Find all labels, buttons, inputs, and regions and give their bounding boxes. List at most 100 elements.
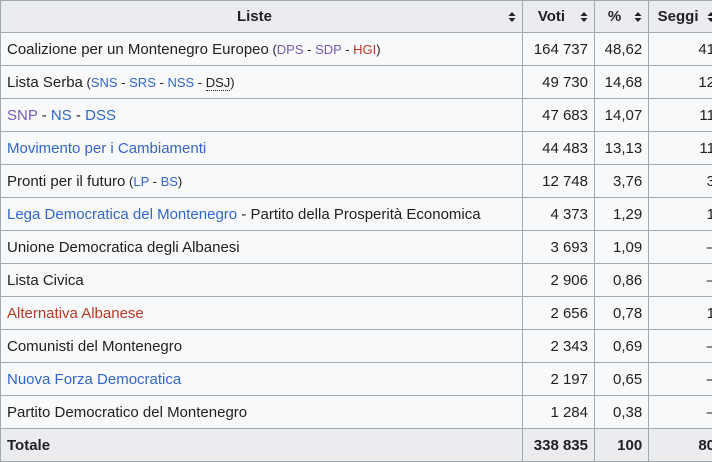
sort-icon[interactable] [580, 11, 588, 23]
seggi-cell: 12 [649, 66, 712, 99]
party-link[interactable]: SDP [315, 42, 342, 57]
party-link[interactable]: HGI [353, 42, 376, 57]
list-name-cell: Unione Democratica degli Albanesi [1, 231, 523, 264]
seggi-cell: 11 [649, 99, 712, 132]
party-link[interactable]: DPS [277, 42, 304, 57]
list-name-text: Unione Democratica degli Albanesi [7, 239, 240, 256]
total-voti: 338 835 [522, 429, 594, 462]
pct-cell: 0,38 [595, 396, 649, 429]
pct-cell: 13,13 [595, 132, 649, 165]
list-name-text: - [72, 107, 85, 124]
column-header-2[interactable]: % [595, 1, 649, 33]
column-header-3[interactable]: Seggi [649, 1, 712, 33]
seggi-cell: 11 [649, 132, 712, 165]
list-name-cell: Coalizione per un Montenegro Europeo (DP… [1, 33, 523, 66]
party-link[interactable]: LP [133, 174, 149, 189]
pct-cell: 14,68 [595, 66, 649, 99]
voti-cell: 3 693 [522, 231, 594, 264]
list-name-text: Lista Serba [7, 74, 83, 91]
list-name-cell: Lega Democratica del Montenegro - Partit… [1, 198, 523, 231]
voti-cell: 4 373 [522, 198, 594, 231]
pct-cell: 14,07 [595, 99, 649, 132]
total-seggi: 80 [649, 429, 712, 462]
voti-cell: 47 683 [522, 99, 594, 132]
list-name-text: - [38, 107, 51, 124]
list-link[interactable]: Nuova Forza Democratica [7, 371, 181, 388]
party-link[interactable]: DSJ [206, 75, 231, 91]
list-name-cell: Nuova Forza Democratica [1, 363, 523, 396]
list-name-cell: Comunisti del Montenegro [1, 330, 523, 363]
voti-cell: 2 906 [522, 264, 594, 297]
pct-cell: 3,76 [595, 165, 649, 198]
pct-cell: 1,29 [595, 198, 649, 231]
column-header-0[interactable]: Liste [1, 1, 523, 33]
column-header-label: Liste [237, 8, 272, 25]
party-link[interactable]: SRS [129, 75, 156, 90]
list-name-cell: Pronti per il futuro (LP - BS) [1, 165, 523, 198]
list-name-cell: Alternativa Albanese [1, 297, 523, 330]
list-link[interactable]: Alternativa Albanese [7, 305, 144, 322]
voti-cell: 2 197 [522, 363, 594, 396]
party-link[interactable]: NSS [167, 75, 194, 90]
party-link[interactable]: SNS [91, 75, 118, 90]
list-name-text: Lista Civica [7, 272, 84, 289]
list-name-text: Pronti per il futuro [7, 173, 125, 190]
pct-cell: 1,09 [595, 231, 649, 264]
seggi-cell: – [649, 330, 712, 363]
seggi-cell: – [649, 363, 712, 396]
list-name-cell: Lista Serba (SNS - SRS - NSS - DSJ) [1, 66, 523, 99]
voti-cell: 12 748 [522, 165, 594, 198]
seggi-cell: 1 [649, 198, 712, 231]
column-header-1[interactable]: Voti [522, 1, 594, 33]
pct-cell: 48,62 [595, 33, 649, 66]
pct-cell: 0,86 [595, 264, 649, 297]
sort-icon[interactable] [634, 11, 642, 23]
list-link[interactable]: Movimento per i Cambiamenti [7, 140, 206, 157]
party-components: (LP - BS) [125, 174, 182, 189]
seggi-cell: – [649, 231, 712, 264]
column-header-label: Voti [538, 8, 565, 25]
party-components: (SNS - SRS - NSS - DSJ) [83, 75, 235, 91]
voti-cell: 49 730 [522, 66, 594, 99]
list-link[interactable]: Lega Democratica del Montenegro [7, 206, 237, 223]
column-header-label: % [608, 8, 621, 25]
table-row: Lista Serba (SNS - SRS - NSS - DSJ)49 73… [1, 66, 712, 99]
sort-icon[interactable] [508, 11, 516, 23]
pct-cell: 0,78 [595, 297, 649, 330]
voti-cell: 2 343 [522, 330, 594, 363]
total-label: Totale [1, 429, 523, 462]
voti-cell: 44 483 [522, 132, 594, 165]
sort-icon[interactable] [707, 11, 712, 23]
list-name-cell: SNP - NS - DSS [1, 99, 523, 132]
header-row: Liste Voti% Seggi [1, 1, 712, 33]
party-link[interactable]: BS [161, 174, 178, 189]
voti-cell: 2 656 [522, 297, 594, 330]
party-components: (DPS - SDP - HGI) [269, 42, 381, 57]
list-name-cell: Partito Democratico del Montenegro [1, 396, 523, 429]
list-name-cell: Movimento per i Cambiamenti [1, 132, 523, 165]
list-link[interactable]: DSS [85, 107, 116, 124]
voti-cell: 164 737 [522, 33, 594, 66]
table-row: Lega Democratica del Montenegro - Partit… [1, 198, 712, 231]
voti-cell: 1 284 [522, 396, 594, 429]
seggi-cell: – [649, 264, 712, 297]
table-row: Coalizione per un Montenegro Europeo (DP… [1, 33, 712, 66]
list-name-text: Partito Democratico del Montenegro [7, 404, 247, 421]
seggi-cell: 3 [649, 165, 712, 198]
list-link[interactable]: NS [51, 107, 72, 124]
list-name-text: Comunisti del Montenegro [7, 338, 182, 355]
list-link[interactable]: SNP [7, 107, 38, 124]
seggi-cell: – [649, 396, 712, 429]
list-name-text: Coalizione per un Montenegro Europeo [7, 41, 269, 58]
